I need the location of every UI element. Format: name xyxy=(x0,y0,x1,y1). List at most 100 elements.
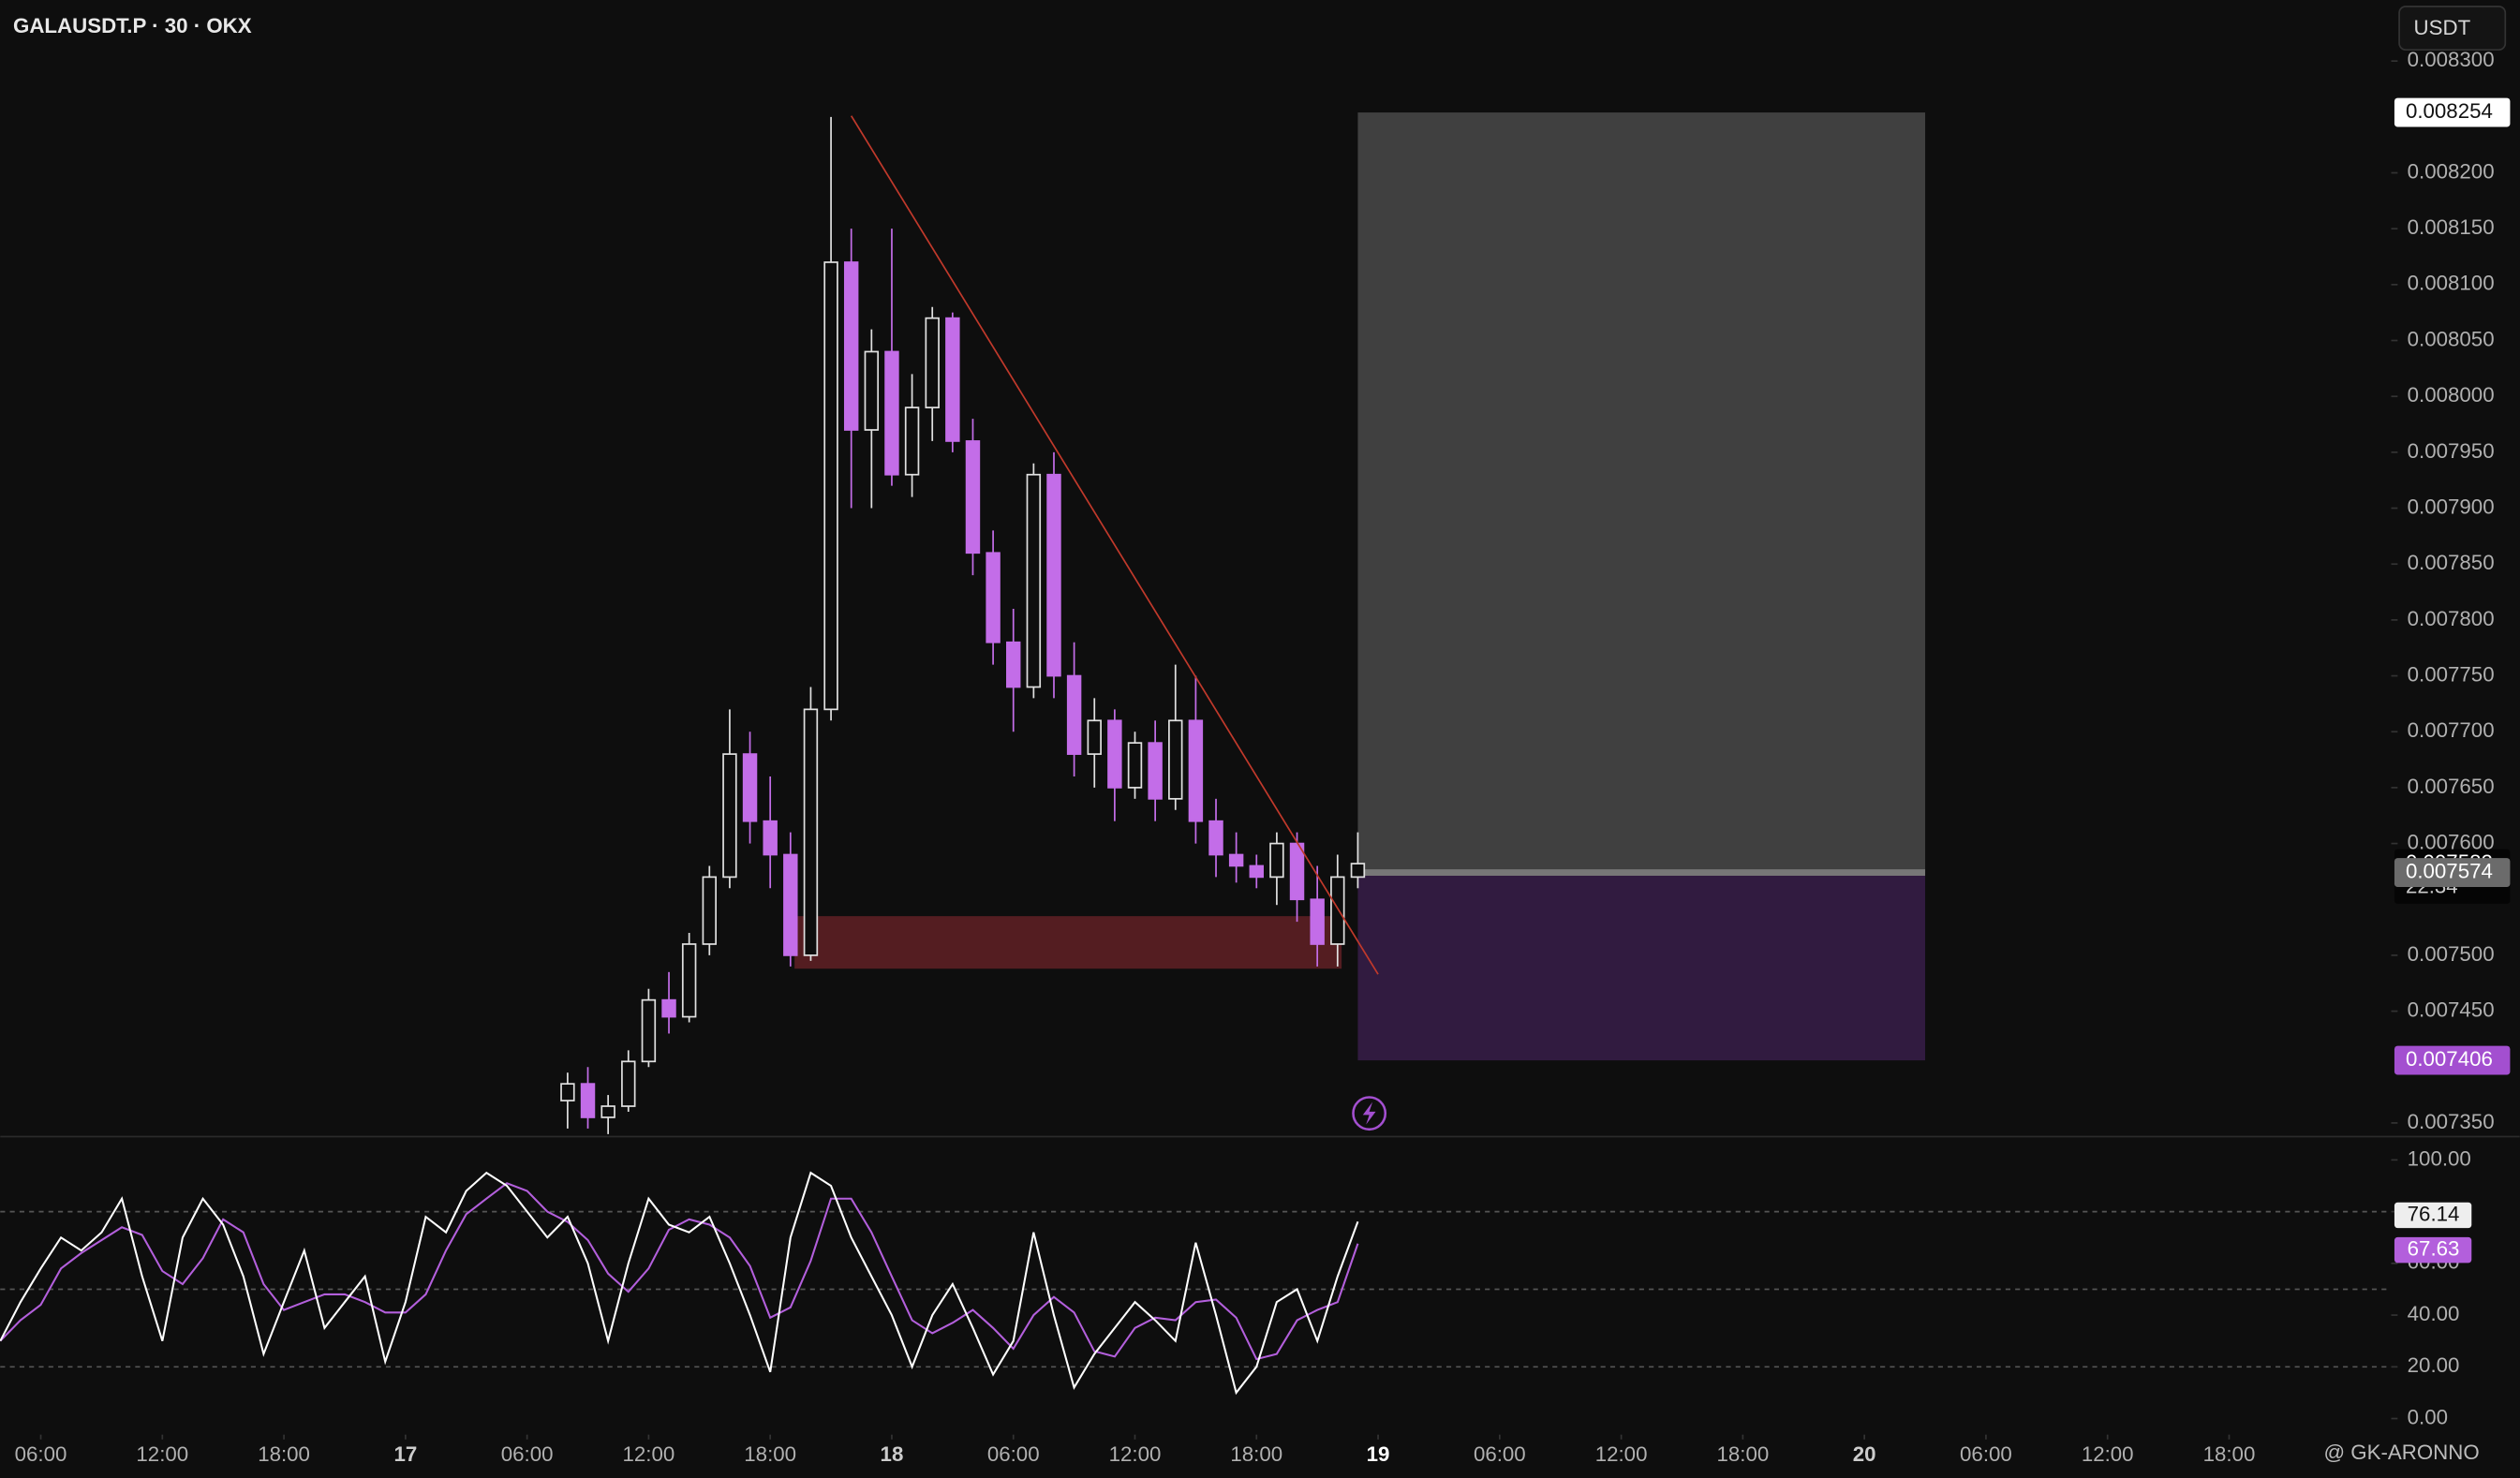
osc-value-label: 67.63 xyxy=(2408,1237,2460,1261)
y-tick-label: 0.008200 xyxy=(2408,159,2495,183)
y-tick-label: 0.007650 xyxy=(2408,775,2495,798)
candle-body xyxy=(1168,719,1183,800)
x-tick-label: 18:00 xyxy=(1716,1442,1769,1466)
x-tick-label: 12:00 xyxy=(1109,1442,1162,1466)
candle-body xyxy=(986,552,1001,643)
y-tick-label: 0.007850 xyxy=(2408,551,2495,574)
osc-value-box xyxy=(2394,1236,2472,1264)
profit-zone xyxy=(1357,112,1926,873)
x-tick-label: 20 xyxy=(1853,1442,1876,1466)
candle-body xyxy=(722,753,737,879)
target-label: 0.008254 xyxy=(2406,99,2493,123)
y-tick-label: 0.007750 xyxy=(2408,662,2495,686)
osc-y-tick-label: 0.00 xyxy=(2408,1405,2448,1428)
candle-body xyxy=(661,998,676,1018)
x-tick-label: 06:00 xyxy=(987,1442,1040,1466)
candle-body xyxy=(965,440,981,554)
candle-body xyxy=(763,820,778,856)
candle-body xyxy=(925,317,940,408)
y-tick-label: 0.007900 xyxy=(2408,495,2495,518)
candle-body xyxy=(1188,719,1204,822)
x-tick-label: 12:00 xyxy=(136,1442,188,1466)
entry-label: 0.007574 xyxy=(2406,859,2493,882)
candle-body xyxy=(884,350,899,476)
y-tick-label: 0.008100 xyxy=(2408,272,2495,295)
osc-line xyxy=(0,1182,1359,1361)
y-tick-label: 0.007350 xyxy=(2408,1110,2495,1133)
candle-body xyxy=(702,876,718,945)
x-tick-label: 06:00 xyxy=(1474,1442,1526,1466)
candle-body xyxy=(1066,674,1082,755)
osc-y-tick-label: 100.00 xyxy=(2408,1146,2471,1170)
stop-label-box xyxy=(2394,1045,2511,1075)
osc-line xyxy=(0,1171,1359,1396)
x-tick-label: 12:00 xyxy=(2082,1442,2134,1466)
x-tick-label: 06:00 xyxy=(501,1442,554,1466)
x-tick-label: 18:00 xyxy=(2203,1442,2256,1466)
candle-body xyxy=(1289,842,1305,901)
candle-body xyxy=(1228,853,1244,867)
candle-body xyxy=(742,753,758,822)
osc-value-box xyxy=(2394,1202,2472,1229)
candle-body xyxy=(843,261,859,431)
x-tick-label: 19 xyxy=(1367,1442,1390,1466)
candle-body xyxy=(600,1105,615,1118)
x-tick-label: 17 xyxy=(393,1442,417,1466)
alert-bolt xyxy=(1362,1101,1376,1125)
candle-body xyxy=(1046,473,1061,677)
candle-body xyxy=(1087,719,1102,755)
candle-body xyxy=(560,1083,575,1101)
candle-body xyxy=(1148,742,1163,800)
candle-body xyxy=(1107,719,1122,789)
candle-body xyxy=(864,350,880,431)
y-tick-label: 0.007700 xyxy=(2408,718,2495,742)
osc-y-tick-label: 20.00 xyxy=(2408,1353,2460,1377)
x-tick-label: 12:00 xyxy=(1595,1442,1648,1466)
entry-label-box xyxy=(2394,858,2511,888)
candle-body xyxy=(823,261,838,711)
x-tick-label: 12:00 xyxy=(623,1442,675,1466)
candle-body xyxy=(783,853,798,956)
osc-y-tick-label: 40.00 xyxy=(2408,1302,2460,1325)
currency[interactable]: USDT xyxy=(2414,16,2471,39)
candle-body xyxy=(681,943,697,1018)
y-tick-label: 0.007450 xyxy=(2408,998,2495,1021)
y-tick-label: 0.007500 xyxy=(2408,942,2495,966)
candle-body xyxy=(1249,865,1264,879)
candle-body xyxy=(1208,820,1223,856)
candle-body xyxy=(1330,876,1345,945)
y-tick-label: 0.007800 xyxy=(2408,607,2495,630)
candle-body xyxy=(1350,863,1366,879)
osc-value-label: 76.14 xyxy=(2408,1202,2460,1225)
candle-body xyxy=(945,317,960,442)
currency-button[interactable] xyxy=(2398,6,2507,52)
candle-body xyxy=(1269,842,1284,879)
x-tick-label: 06:00 xyxy=(15,1442,67,1466)
symbol: GALAUSDT.P · 30 · OKX xyxy=(13,14,252,37)
loss-zone xyxy=(1357,872,1926,1061)
candle-body xyxy=(1026,473,1042,688)
candle-body xyxy=(904,406,920,476)
candle-body xyxy=(1127,742,1143,789)
y-tick-label: 0.008300 xyxy=(2408,48,2495,71)
candle-body xyxy=(803,708,819,956)
watermark: @ GK-ARONNO xyxy=(2323,1441,2479,1464)
y-tick-label: 0.007950 xyxy=(2408,439,2495,463)
x-tick-label: 18:00 xyxy=(744,1442,796,1466)
trend-line xyxy=(850,115,1379,975)
alert-icon[interactable] xyxy=(1352,1096,1387,1131)
y-tick-label: 0.008050 xyxy=(2408,327,2495,350)
target-label-box xyxy=(2394,97,2511,127)
x-tick-label: 06:00 xyxy=(1960,1442,2012,1466)
x-tick-label: 18 xyxy=(881,1442,904,1466)
stop-label: 0.007406 xyxy=(2406,1047,2493,1071)
candle-body xyxy=(580,1083,596,1118)
x-tick-label: 18:00 xyxy=(1230,1442,1282,1466)
candle-body xyxy=(621,1060,636,1107)
y-tick-label: 0.008150 xyxy=(2408,215,2495,239)
x-tick-label: 18:00 xyxy=(258,1442,310,1466)
y-tick-label: 0.008000 xyxy=(2408,383,2495,406)
candle-body xyxy=(1310,898,1325,945)
